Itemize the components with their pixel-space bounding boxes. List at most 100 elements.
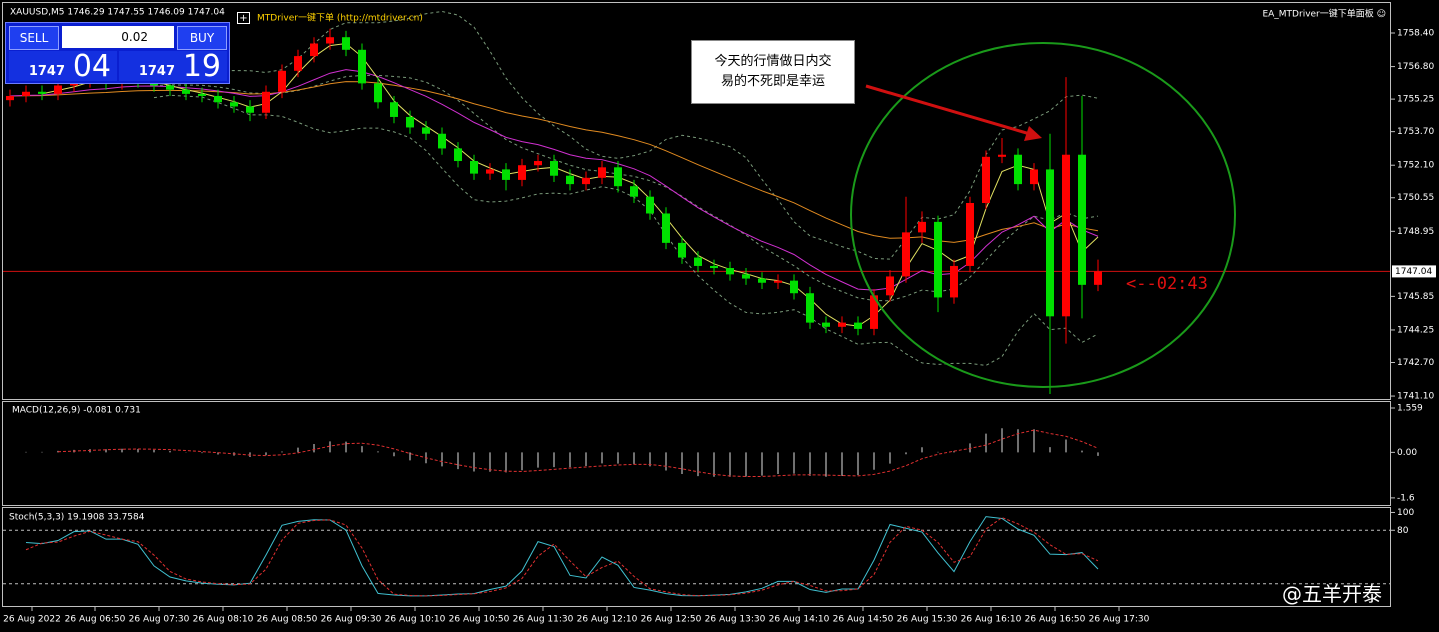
candle-body	[982, 156, 990, 203]
candle-body	[422, 127, 430, 134]
macd-tick-label: 0.00	[1397, 448, 1417, 458]
macd-signal	[57, 429, 1099, 478]
candle-body	[838, 322, 846, 327]
candle-body	[710, 265, 718, 269]
candle-body	[678, 242, 686, 258]
x-tick-label: 26 Aug 08:50	[257, 615, 318, 625]
symbol-line: XAUUSD,M5 1746.29 1747.55 1746.09 1747.0…	[10, 8, 225, 18]
candle-body	[1046, 169, 1054, 317]
x-tick-label: 26 Aug 14:50	[833, 615, 894, 625]
candle-body	[182, 89, 190, 94]
x-tick-label: 26 Aug 08:10	[193, 615, 254, 625]
y-tick-label: 1750.55	[1397, 193, 1434, 203]
x-tick-label: 26 Aug 15:30	[897, 615, 958, 625]
sell-price[interactable]: 1747 04	[9, 49, 117, 84]
candle-body	[854, 322, 862, 329]
candle-body	[438, 133, 446, 149]
driver-label: MTDriver一键下单 (http://mtdriver.cn)	[257, 12, 423, 24]
candle-body	[582, 177, 590, 185]
y-tick-label: 1741.10	[1397, 392, 1434, 402]
candle-body	[278, 70, 286, 92]
x-tick-label: 26 Aug 17:30	[1089, 615, 1150, 625]
candle-body	[550, 161, 558, 176]
bollinger-lower	[153, 94, 1099, 366]
sell-button[interactable]: SELL	[9, 26, 59, 50]
sell-price-small: 1747	[28, 64, 65, 79]
macd-plot	[25, 428, 1099, 478]
buy-price[interactable]: 1747 19	[119, 49, 227, 84]
main-frame	[2, 2, 1391, 400]
moving-average-mid	[9, 69, 1099, 291]
candle-body	[310, 43, 318, 57]
candle-body	[886, 276, 894, 296]
lot-input[interactable]: 0.02	[62, 26, 174, 48]
x-tick-label: 26 Aug 14:10	[769, 615, 830, 625]
x-tick-label: 26 Aug 10:10	[385, 615, 446, 625]
candle-body	[22, 91, 30, 96]
candle-body	[998, 154, 1006, 157]
candle-body	[246, 106, 254, 113]
annotation-line: 易的不死即是幸运	[720, 74, 825, 89]
annotation-box: 今天的行情做日内交 易的不死即是幸运	[691, 40, 855, 104]
y-tick-label: 1753.70	[1397, 127, 1434, 137]
candle-body	[662, 213, 670, 243]
panel-frames	[2, 2, 1391, 607]
candle-body	[502, 169, 510, 180]
arrow-head	[1024, 126, 1042, 141]
candle-body	[646, 196, 654, 214]
candle-body	[166, 85, 174, 90]
sell-price-big: 04	[72, 49, 111, 84]
candle-body	[454, 148, 462, 162]
expand-icon[interactable]	[237, 12, 250, 24]
y-tick-label: 1742.70	[1397, 358, 1434, 368]
x-tick-label: 26 Aug 12:50	[641, 615, 702, 625]
countdown: <--02:43	[1126, 274, 1208, 294]
candle-body	[342, 37, 350, 50]
expand-plus: +	[239, 13, 247, 24]
candle-body	[406, 116, 414, 128]
x-tick-label: 26 Aug 13:30	[705, 615, 766, 625]
stoch-main	[25, 516, 1099, 597]
x-tick-label: 26 Aug 16:10	[961, 615, 1022, 625]
candle-body	[214, 95, 222, 103]
candle-body	[38, 91, 46, 94]
candle-body	[1030, 169, 1038, 185]
stoch-label: Stoch(5,3,3) 19.1908 33.7584	[9, 513, 145, 523]
stoch-plot	[3, 516, 1390, 597]
x-tick-label: 26 Aug 2022	[3, 615, 61, 625]
stoch-signal	[25, 516, 1099, 597]
x-tick-label: 26 Aug 11:30	[513, 615, 574, 625]
candle-body	[614, 167, 622, 187]
y-tick-label: 1745.85	[1397, 292, 1434, 302]
candle-body	[726, 268, 734, 275]
candle-body	[294, 56, 302, 71]
candle-body	[6, 95, 14, 101]
candle-body	[806, 293, 814, 323]
candle-body	[374, 83, 382, 103]
bollinger-upper	[153, 10, 1099, 260]
y-tick-label: 1752.10	[1397, 161, 1434, 171]
trade-panel: SELL 0.02 BUY 1747 04 1747 19	[5, 22, 230, 84]
y-tick-label: 1758.40	[1397, 29, 1434, 39]
watermark: @五羊开泰	[1282, 582, 1382, 606]
buy-price-big: 19	[182, 49, 221, 84]
x-tick-label: 26 Aug 12:10	[577, 615, 638, 625]
candle-body	[902, 232, 910, 277]
y-tick-label: 1755.25	[1397, 95, 1434, 105]
stoch-frame	[2, 507, 1391, 607]
candle-body	[326, 37, 334, 44]
buy-button[interactable]: BUY	[177, 26, 227, 50]
candle-body	[966, 202, 974, 266]
candle-body	[630, 186, 638, 197]
candle-body	[790, 280, 798, 294]
candle-body	[518, 165, 526, 180]
candle-body	[934, 221, 942, 298]
candle-body	[742, 274, 750, 279]
stoch-tick-label: 80	[1397, 526, 1409, 536]
x-tick-label: 26 Aug 07:30	[129, 615, 190, 625]
candle-body	[54, 85, 62, 94]
x-tick-label: 26 Aug 16:50	[1025, 615, 1086, 625]
candle-body	[470, 161, 478, 174]
macd-frame	[2, 401, 1391, 506]
